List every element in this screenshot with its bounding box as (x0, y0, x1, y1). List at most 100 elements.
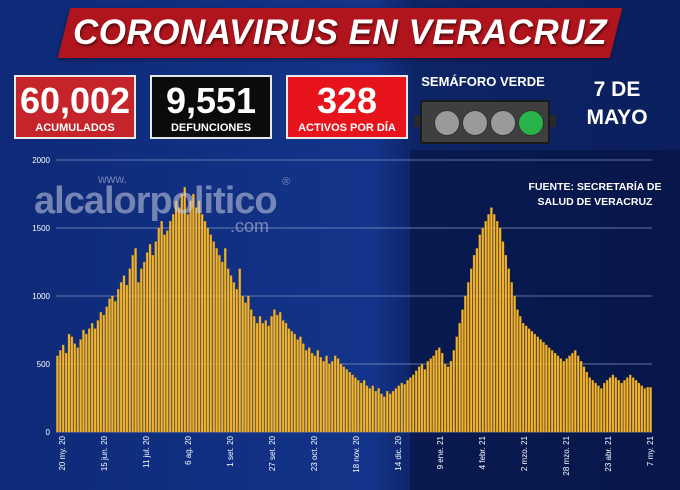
source-line-2: SALUD DE VERACRUZ (537, 196, 653, 208)
bar (198, 200, 201, 433)
x-tick-label: 11 jul. 20 (142, 435, 151, 467)
bar (475, 248, 479, 433)
bar (536, 336, 539, 433)
bar (241, 295, 244, 433)
watermark-www: www. (98, 172, 127, 186)
bar (305, 350, 308, 433)
bar (362, 380, 366, 433)
stat-defunciones: 9,551 DEFUNCIONES (150, 75, 272, 139)
bar (493, 214, 496, 433)
bar (438, 347, 441, 433)
bar (206, 227, 210, 433)
stat-defunciones-label: DEFUNCIONES (170, 122, 252, 134)
bar (383, 396, 386, 433)
bar (56, 355, 59, 433)
bar (174, 200, 178, 433)
bar (336, 358, 340, 433)
bar (464, 295, 467, 433)
stat-activos: 328 ACTIVOS POR DÍA (286, 75, 408, 139)
bar (93, 328, 97, 433)
bar (134, 248, 137, 433)
bar (516, 309, 519, 433)
bar (270, 316, 273, 433)
bar (374, 391, 377, 433)
bar (307, 347, 311, 433)
bar (400, 382, 403, 433)
bar (368, 388, 372, 433)
bar (637, 382, 641, 433)
bar (117, 289, 120, 433)
bar (522, 323, 525, 433)
watermark-logo: www. alcalorpolitico ® .com (34, 172, 304, 242)
bar (545, 344, 548, 433)
bar (632, 377, 635, 433)
bar (79, 339, 82, 433)
bar (513, 295, 516, 433)
bar (455, 336, 458, 433)
bar (267, 325, 270, 433)
bar (524, 325, 528, 433)
x-axis-ticks: 20 my. 20 15 jun. 20 11 jul. 20 6 ag. 20 1 s… (58, 435, 655, 475)
bar (293, 333, 296, 433)
bar (553, 352, 557, 433)
stat-activos-label: ACTIVOS POR DÍA (298, 122, 396, 134)
bar (229, 275, 233, 433)
bar (452, 350, 455, 433)
bar (62, 344, 65, 433)
bar (605, 380, 609, 433)
page-title: CORONAVIRUS EN VERACRUZ (73, 13, 607, 52)
bar (441, 352, 444, 433)
bar (562, 361, 565, 433)
bar (166, 230, 169, 433)
bar (108, 298, 111, 433)
bar (527, 328, 531, 433)
x-tick-label: 14 dic. 20 (394, 435, 403, 470)
watermark-name: alcalorpolitico (34, 180, 278, 222)
bar (548, 347, 551, 433)
bars (56, 187, 652, 433)
bar (99, 312, 103, 433)
bar (82, 329, 85, 433)
x-tick-label: 27 set. 20 (268, 435, 277, 471)
bar (226, 268, 230, 433)
bar (565, 358, 568, 433)
bar (90, 323, 94, 433)
bar (542, 342, 545, 433)
traffic-light-3 (490, 110, 516, 136)
bar (105, 306, 108, 433)
bar (646, 386, 649, 433)
background-shade (410, 150, 680, 490)
x-tick-label: 2 mzo. 21 (520, 435, 529, 471)
bar (209, 234, 212, 433)
bar (420, 363, 424, 433)
bar (484, 221, 487, 433)
bar (617, 380, 620, 433)
bar (169, 221, 172, 433)
bar (357, 380, 360, 433)
bar (319, 357, 322, 433)
x-tick-label: 7 my. 21 (646, 435, 655, 466)
bar (215, 248, 218, 433)
bar (501, 241, 505, 433)
y-tick-label: 500 (37, 360, 51, 369)
bar (67, 333, 71, 433)
bar (281, 320, 285, 433)
bar (70, 336, 74, 433)
bar (397, 385, 401, 433)
bar (449, 361, 453, 433)
bar (443, 363, 447, 433)
bar (119, 282, 123, 433)
x-tick-label: 6 ag. 20 (184, 435, 193, 464)
bar (472, 255, 476, 433)
bar (467, 282, 470, 433)
bar (322, 361, 325, 433)
bar (76, 347, 79, 433)
bar (279, 312, 282, 433)
bar (310, 352, 314, 433)
bar (579, 361, 583, 433)
bar (371, 385, 374, 433)
bar (556, 355, 560, 433)
bar (629, 374, 632, 433)
bar (574, 350, 577, 433)
